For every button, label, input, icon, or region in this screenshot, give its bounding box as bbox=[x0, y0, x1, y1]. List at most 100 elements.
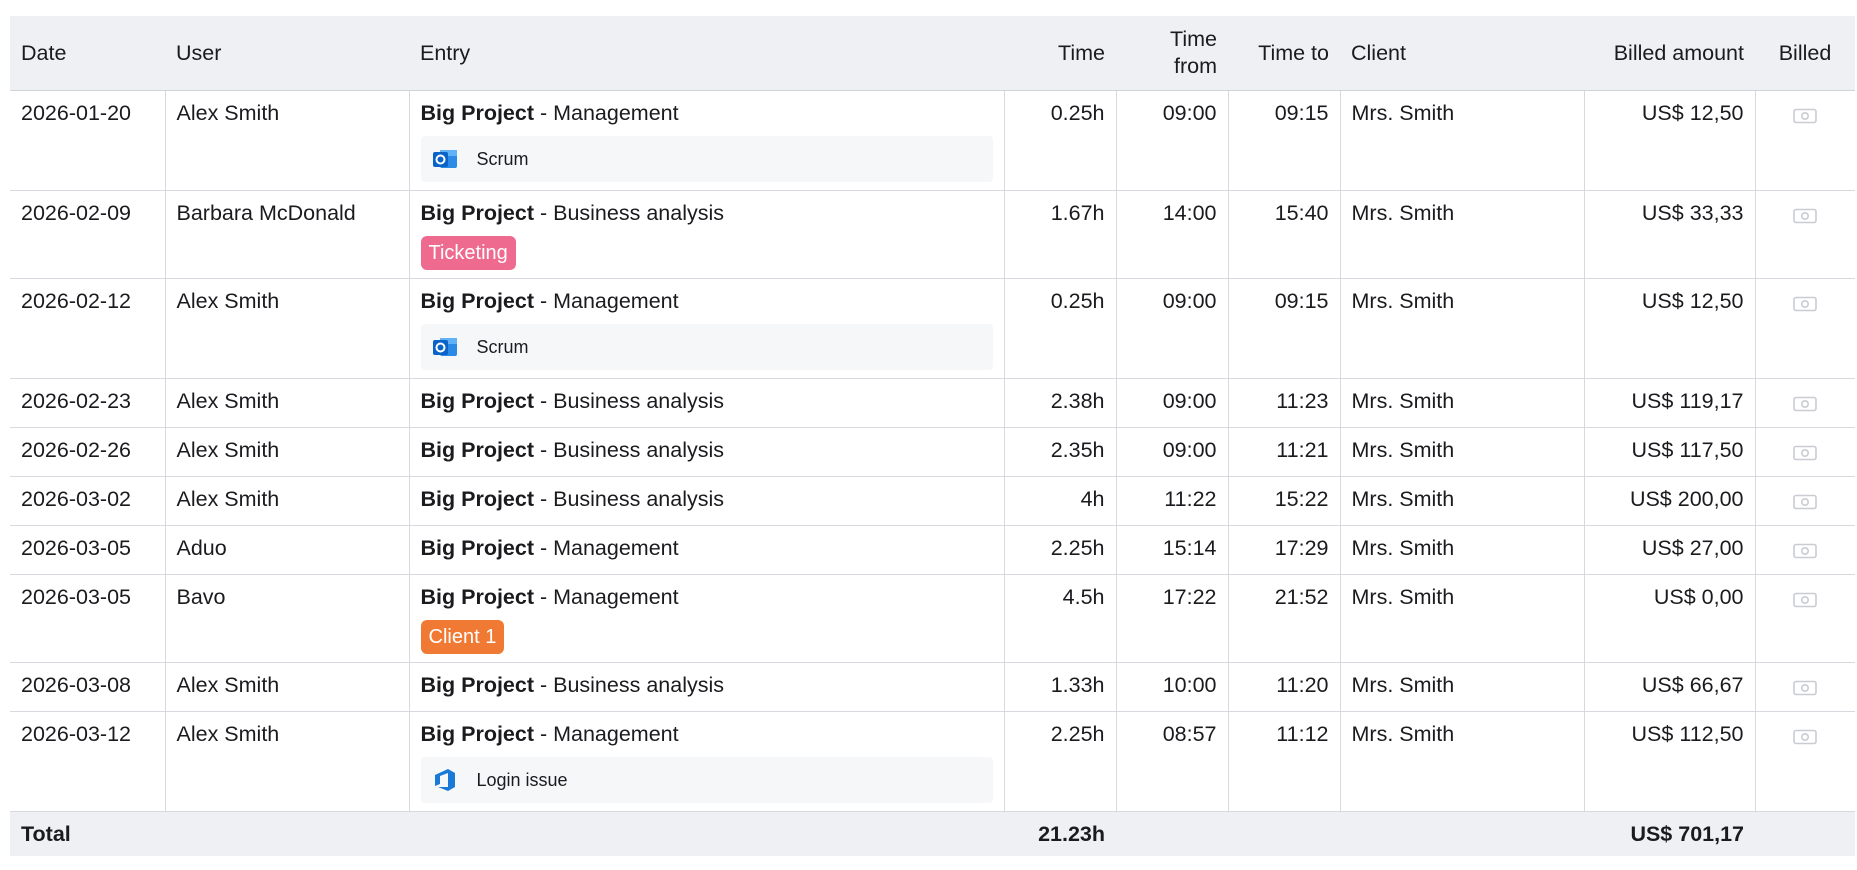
money-bill-icon[interactable] bbox=[1793, 441, 1818, 461]
cell-client: Mrs. Smith bbox=[1340, 525, 1585, 575]
column-header-time-from-line2: from bbox=[1174, 54, 1217, 78]
tag-badge[interactable]: Client 1 bbox=[420, 620, 505, 654]
cell-client: Mrs. Smith bbox=[1340, 427, 1585, 477]
cell-billed[interactable] bbox=[1755, 427, 1855, 477]
linked-item[interactable]: Scrum bbox=[420, 324, 993, 370]
cell-time-to: 15:22 bbox=[1228, 476, 1341, 526]
cell-entry[interactable]: Big Project - Business analysis bbox=[409, 427, 1005, 477]
cell-entry[interactable]: Big Project - Business analysis Ticketin… bbox=[409, 190, 1005, 279]
table-row[interactable]: 2026-01-20 Alex Smith Big Project - Mana… bbox=[10, 90, 1855, 191]
cell-entry[interactable]: Big Project - Management Scrum bbox=[409, 90, 1005, 191]
cell-billed[interactable] bbox=[1755, 90, 1855, 191]
table-row[interactable]: 2026-03-12 Alex Smith Big Project - Mana… bbox=[10, 711, 1855, 812]
entry-task: - Management bbox=[534, 585, 679, 609]
cell-billed[interactable] bbox=[1755, 278, 1855, 379]
cell-billed[interactable] bbox=[1755, 662, 1855, 712]
entry-title: Big Project - Business analysis bbox=[421, 437, 993, 464]
cell-entry[interactable]: Big Project - Business analysis bbox=[409, 476, 1005, 526]
cell-billed[interactable] bbox=[1755, 525, 1855, 575]
cell-billed[interactable] bbox=[1755, 378, 1855, 428]
cell-time-from: 17:22 bbox=[1116, 574, 1229, 663]
cell-entry[interactable]: Big Project - Management Login issue bbox=[409, 711, 1005, 812]
cell-time-to: 11:20 bbox=[1228, 662, 1341, 712]
cell-time-to: 15:40 bbox=[1228, 190, 1341, 279]
money-bill-icon[interactable] bbox=[1793, 204, 1818, 224]
timesheet-report: Date User Entry Time Time from Time to C… bbox=[10, 16, 1855, 856]
table-row[interactable]: 2026-02-12 Alex Smith Big Project - Mana… bbox=[10, 278, 1855, 379]
entry-task: - Business analysis bbox=[534, 438, 724, 462]
cell-date: 2026-02-23 bbox=[10, 378, 166, 428]
table-row[interactable]: 2026-03-08 Alex Smith Big Project - Busi… bbox=[10, 662, 1855, 712]
cell-user: Alex Smith bbox=[165, 711, 410, 812]
cell-time-from: 14:00 bbox=[1116, 190, 1229, 279]
cell-client: Mrs. Smith bbox=[1340, 662, 1585, 712]
money-bill-icon[interactable] bbox=[1793, 292, 1818, 312]
column-header-billed-amount[interactable]: Billed amount bbox=[1584, 16, 1755, 91]
cell-user: Alex Smith bbox=[165, 278, 410, 379]
cell-user: Alex Smith bbox=[165, 662, 410, 712]
cell-date: 2026-03-08 bbox=[10, 662, 166, 712]
totals-empty-from bbox=[1116, 811, 1228, 856]
totals-label: Total bbox=[10, 811, 165, 856]
column-header-time-from[interactable]: Time from bbox=[1116, 16, 1228, 91]
cell-date: 2026-03-05 bbox=[10, 525, 166, 575]
cell-time-to: 11:21 bbox=[1228, 427, 1341, 477]
cell-billed[interactable] bbox=[1755, 711, 1855, 812]
entry-task: - Management bbox=[534, 101, 679, 125]
entry-task: - Management bbox=[534, 536, 679, 560]
table-row[interactable]: 2026-02-26 Alex Smith Big Project - Busi… bbox=[10, 427, 1855, 477]
cell-time: 2.38h bbox=[1004, 378, 1117, 428]
column-header-client[interactable]: Client bbox=[1340, 16, 1584, 91]
azure-devops-icon bbox=[431, 766, 459, 794]
column-header-date[interactable]: Date bbox=[10, 16, 165, 91]
column-header-time[interactable]: Time bbox=[1004, 16, 1116, 91]
outlook-icon bbox=[431, 333, 459, 361]
cell-entry[interactable]: Big Project - Management bbox=[409, 525, 1005, 575]
cell-billed[interactable] bbox=[1755, 574, 1855, 663]
cell-billed[interactable] bbox=[1755, 476, 1855, 526]
table-row[interactable]: 2026-03-05 Aduo Big Project - Management… bbox=[10, 525, 1855, 575]
cell-entry[interactable]: Big Project - Management Client 1 bbox=[409, 574, 1005, 663]
entry-task: - Business analysis bbox=[534, 201, 724, 225]
time-entries-table: Date User Entry Time Time from Time to C… bbox=[10, 16, 1855, 856]
cell-client: Mrs. Smith bbox=[1340, 90, 1585, 191]
table-row[interactable]: 2026-02-09 Barbara McDonald Big Project … bbox=[10, 190, 1855, 279]
tag-badge[interactable]: Ticketing bbox=[420, 236, 516, 270]
column-header-billed[interactable]: Billed bbox=[1755, 16, 1855, 91]
money-bill-icon[interactable] bbox=[1793, 490, 1818, 510]
entry-project: Big Project bbox=[420, 585, 535, 609]
entry-task: - Management bbox=[534, 722, 679, 746]
money-bill-icon[interactable] bbox=[1793, 725, 1818, 745]
money-bill-icon[interactable] bbox=[1793, 392, 1818, 412]
money-bill-icon[interactable] bbox=[1793, 539, 1818, 559]
table-row[interactable]: 2026-02-23 Alex Smith Big Project - Busi… bbox=[10, 378, 1855, 428]
table-row[interactable]: 2026-03-05 Bavo Big Project - Management… bbox=[10, 574, 1855, 663]
linked-item[interactable]: Scrum bbox=[420, 136, 993, 182]
totals-row: Total 21.23h US$ 701,17 bbox=[10, 811, 1855, 856]
entry-title: Big Project - Management bbox=[421, 535, 993, 562]
money-bill-icon[interactable] bbox=[1793, 104, 1818, 124]
money-bill-icon[interactable] bbox=[1793, 588, 1818, 608]
column-header-time-to[interactable]: Time to bbox=[1228, 16, 1340, 91]
linked-item[interactable]: Login issue bbox=[420, 757, 993, 803]
cell-entry[interactable]: Big Project - Management Scrum bbox=[409, 278, 1005, 379]
column-header-user[interactable]: User bbox=[165, 16, 409, 91]
entry-project: Big Project bbox=[420, 201, 535, 225]
cell-time-to: 09:15 bbox=[1228, 90, 1341, 191]
cell-time: 0.25h bbox=[1004, 278, 1117, 379]
cell-time-from: 09:00 bbox=[1116, 90, 1229, 191]
cell-time-from: 11:22 bbox=[1116, 476, 1229, 526]
money-bill-icon[interactable] bbox=[1793, 676, 1818, 696]
entry-project: Big Project bbox=[420, 487, 535, 511]
table-row[interactable]: 2026-03-02 Alex Smith Big Project - Busi… bbox=[10, 476, 1855, 526]
entry-title: Big Project - Business analysis bbox=[421, 200, 993, 227]
entry-project: Big Project bbox=[420, 438, 535, 462]
cell-time-to: 11:12 bbox=[1228, 711, 1341, 812]
cell-entry[interactable]: Big Project - Business analysis bbox=[409, 378, 1005, 428]
cell-billed[interactable] bbox=[1755, 190, 1855, 279]
column-header-entry[interactable]: Entry bbox=[409, 16, 1004, 91]
cell-entry[interactable]: Big Project - Business analysis bbox=[409, 662, 1005, 712]
entry-title: Big Project - Management bbox=[421, 584, 993, 611]
column-header-time-from-line1: Time bbox=[1170, 27, 1217, 51]
cell-time: 2.25h bbox=[1004, 711, 1117, 812]
